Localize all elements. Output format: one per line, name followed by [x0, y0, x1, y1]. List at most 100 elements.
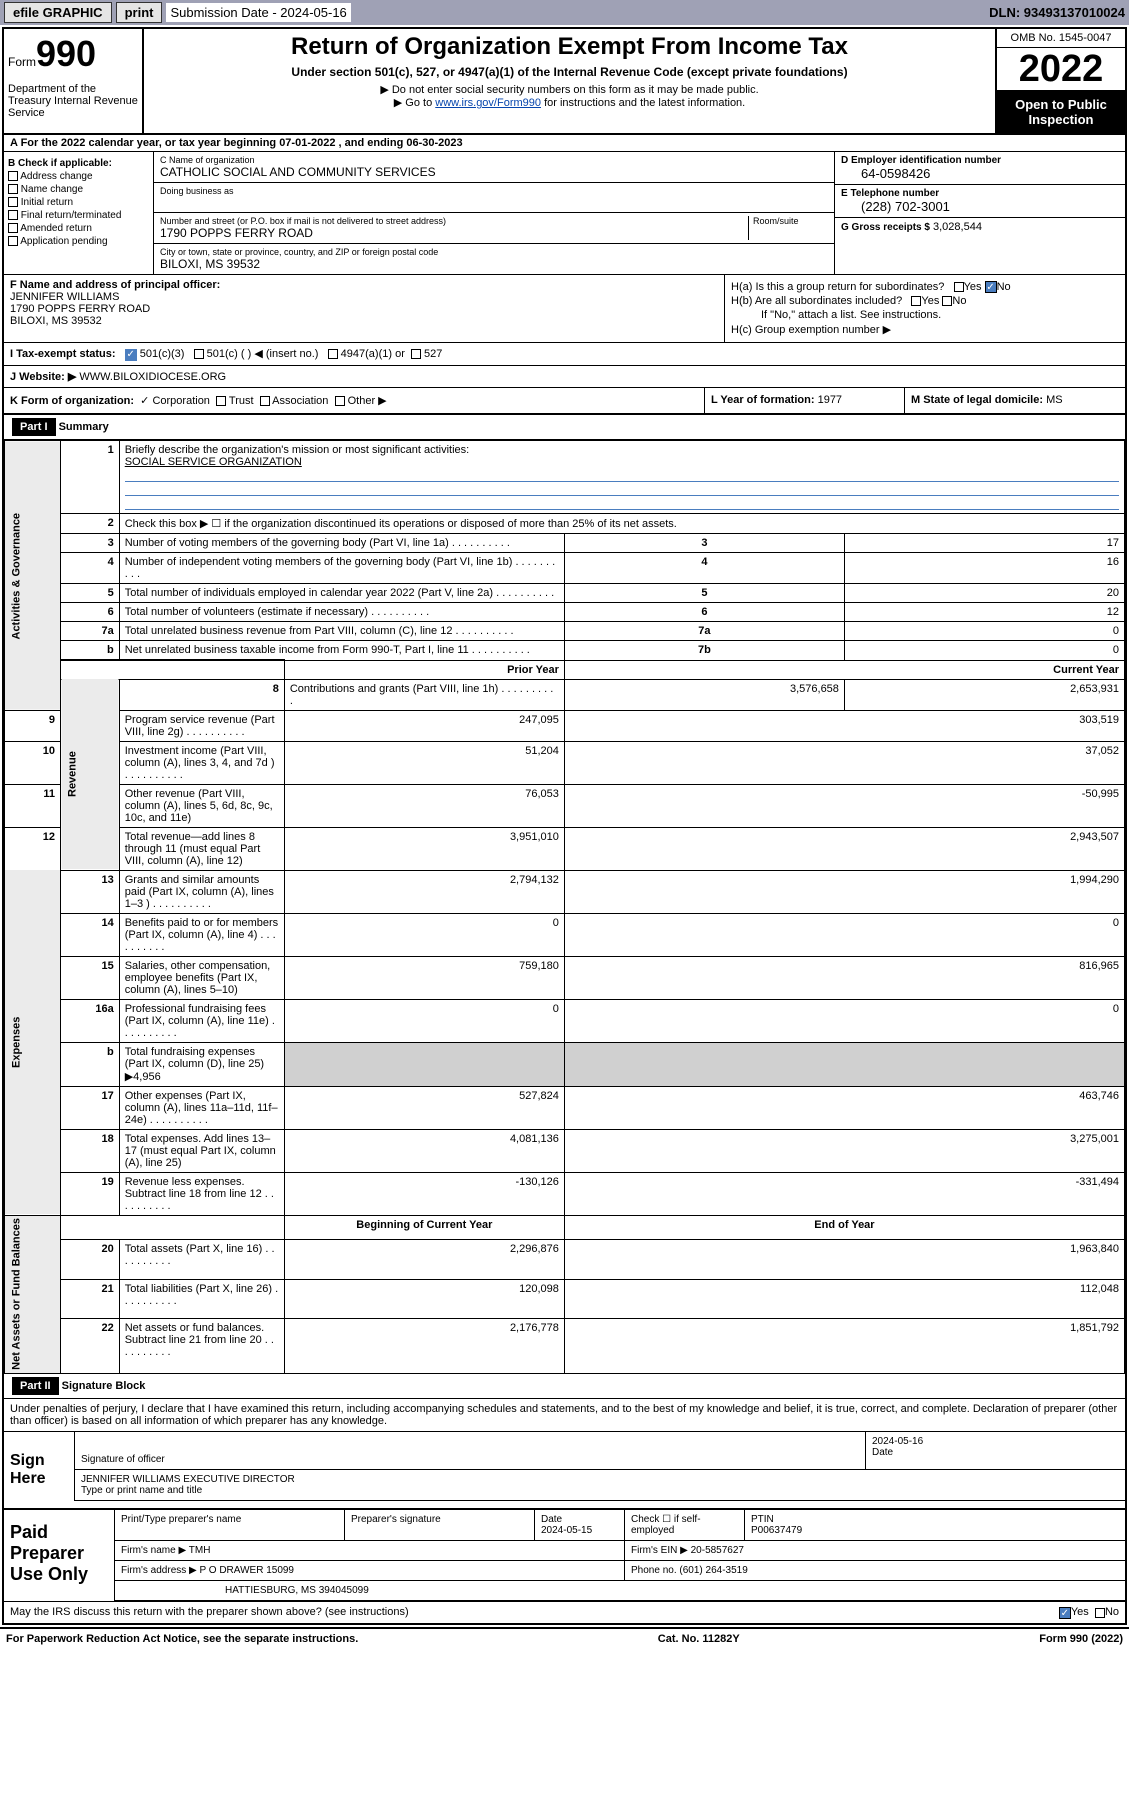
- chk-app-pending[interactable]: Application pending: [8, 236, 149, 247]
- form-footer: Form 990 (2022): [1039, 1633, 1123, 1645]
- hb-row: H(b) Are all subordinates included? Yes …: [731, 295, 1119, 307]
- line2: Check this box ▶ ☐ if the organization d…: [119, 514, 1124, 534]
- firm-addr: P O DRAWER 15099: [200, 1565, 294, 1576]
- phone-label: E Telephone number: [841, 188, 1119, 199]
- sig-date-label: Date: [872, 1447, 1119, 1458]
- ein-label: D Employer identification number: [841, 155, 1119, 166]
- row-i: I Tax-exempt status: ✓ 501(c)(3) 501(c) …: [4, 343, 1125, 366]
- section-a: A For the 2022 calendar year, or tax yea…: [4, 135, 1125, 152]
- line3: Number of voting members of the governin…: [119, 534, 564, 553]
- line7a: Total unrelated business revenue from Pa…: [119, 622, 564, 641]
- line21: Total liabilities (Part X, line 26): [119, 1279, 284, 1319]
- vtab-expenses: Expenses: [5, 870, 61, 1215]
- line16b: Total fundraising expenses (Part IX, col…: [119, 1042, 284, 1086]
- tax-year: 2022: [997, 48, 1125, 90]
- irs-link[interactable]: www.irs.gov/Form990: [435, 97, 541, 109]
- c13: 1,994,290: [564, 870, 1124, 913]
- dept-label: Department of the Treasury Internal Reve…: [8, 83, 138, 119]
- chk-address-change[interactable]: Address change: [8, 171, 149, 182]
- open-public: Open to Public Inspection: [997, 90, 1125, 133]
- line8: Contributions and grants (Part VIII, lin…: [284, 679, 564, 710]
- chk-final-return[interactable]: Final return/terminated: [8, 210, 149, 221]
- sig-date-value: 2024-05-16: [872, 1436, 1119, 1447]
- p14: 0: [284, 913, 564, 956]
- footer: For Paperwork Reduction Act Notice, see …: [0, 1627, 1129, 1649]
- col-c-org: C Name of organization CATHOLIC SOCIAL A…: [154, 152, 835, 274]
- discuss-text: May the IRS discuss this return with the…: [10, 1606, 409, 1618]
- submission-date: Submission Date - 2024-05-16: [166, 3, 350, 22]
- p19: -130,126: [284, 1172, 564, 1215]
- form-header: Form990 Department of the Treasury Inter…: [4, 29, 1125, 135]
- check-icon: ✓: [140, 395, 149, 407]
- val3: 17: [844, 534, 1124, 553]
- officer-print-label: Type or print name and title: [81, 1485, 1119, 1496]
- chk-name-change[interactable]: Name change: [8, 184, 149, 195]
- chk-amended[interactable]: Amended return: [8, 223, 149, 234]
- check-icon: ✓: [1059, 1607, 1071, 1619]
- line9: Program service revenue (Part VIII, line…: [119, 710, 284, 741]
- c20: 1,963,840: [564, 1239, 1124, 1279]
- org-name-label: C Name of organization: [160, 155, 828, 165]
- vtab-governance: Activities & Governance: [5, 441, 61, 711]
- form-number: 990: [36, 33, 96, 74]
- form-title: Return of Organization Exempt From Incom…: [150, 33, 989, 61]
- val7b: 0: [844, 641, 1124, 661]
- line16a: Professional fundraising fees (Part IX, …: [119, 999, 284, 1042]
- street-value: 1790 POPPS FERRY ROAD: [160, 226, 748, 240]
- paid-preparer-label: Paid Preparer Use Only: [4, 1510, 114, 1601]
- c14: 0: [564, 913, 1124, 956]
- chk-initial-return[interactable]: Initial return: [8, 197, 149, 208]
- c8: 2,653,931: [844, 679, 1124, 710]
- dba-label: Doing business as: [160, 186, 828, 196]
- line7b: Net unrelated business taxable income fr…: [119, 641, 564, 661]
- c12: 2,943,507: [564, 827, 1124, 870]
- line20: Total assets (Part X, line 16): [119, 1239, 284, 1279]
- vtab-revenue: Revenue: [61, 679, 120, 870]
- p8: 3,576,658: [564, 679, 844, 710]
- line22: Net assets or fund balances. Subtract li…: [119, 1319, 284, 1374]
- firm-ein: 20-5857627: [691, 1545, 744, 1556]
- p9: 247,095: [284, 710, 564, 741]
- line4: Number of independent voting members of …: [119, 553, 564, 584]
- c11: -50,995: [564, 784, 1124, 827]
- header-mid: Return of Organization Exempt From Incom…: [144, 29, 995, 133]
- prior-year-hdr: Prior Year: [284, 660, 564, 679]
- dln-label: DLN: 93493137010024: [989, 5, 1125, 20]
- line11: Other revenue (Part VIII, column (A), li…: [119, 784, 284, 827]
- top-bar: efile GRAPHIC print Submission Date - 20…: [0, 0, 1129, 25]
- row-j: J Website: ▶ WWW.BILOXIDIOCESE.ORG: [4, 366, 1125, 388]
- line1-label: Briefly describe the organization's miss…: [125, 444, 469, 456]
- note-link: ▶ Go to www.irs.gov/Form990 for instruct…: [150, 96, 989, 109]
- line19: Revenue less expenses. Subtract line 18 …: [119, 1172, 284, 1215]
- website-value: WWW.BILOXIDIOCESE.ORG: [79, 371, 226, 383]
- col-b-checkboxes: B Check if applicable: Address change Na…: [4, 152, 154, 274]
- efile-label: efile GRAPHIC: [4, 2, 112, 23]
- sig-officer-label: Signature of officer: [81, 1454, 859, 1465]
- line13: Grants and similar amounts paid (Part IX…: [119, 870, 284, 913]
- cat-no: Cat. No. 11282Y: [658, 1633, 740, 1645]
- prep-self-emp: Check ☐ if self-employed: [624, 1510, 744, 1540]
- line6: Total number of volunteers (estimate if …: [119, 603, 564, 622]
- city-label: City or town, state or province, country…: [160, 247, 828, 257]
- sign-here-label: Sign Here: [4, 1432, 74, 1508]
- omb-number: OMB No. 1545-0047: [997, 29, 1125, 48]
- prep-date: 2024-05-15: [541, 1525, 592, 1536]
- part2-header: Part II Signature Block: [4, 1374, 1125, 1399]
- line1-value: SOCIAL SERVICE ORGANIZATION: [125, 456, 302, 468]
- top-grid: B Check if applicable: Address change Na…: [4, 152, 1125, 275]
- hc-row: H(c) Group exemption number ▶: [731, 323, 1119, 336]
- form-word: Form: [8, 55, 36, 69]
- officer-addr1: 1790 POPPS FERRY ROAD: [10, 303, 718, 315]
- officer-print-name: JENNIFER WILLIAMS EXECUTIVE DIRECTOR: [81, 1474, 1119, 1485]
- header-right: OMB No. 1545-0047 2022 Open to Public In…: [995, 29, 1125, 133]
- firm-name: TMH: [189, 1545, 211, 1556]
- c21: 112,048: [564, 1279, 1124, 1319]
- print-button[interactable]: print: [116, 2, 163, 23]
- c18: 3,275,001: [564, 1129, 1124, 1172]
- org-name: CATHOLIC SOCIAL AND COMMUNITY SERVICES: [160, 165, 828, 179]
- val5: 20: [844, 584, 1124, 603]
- check-icon: ✓: [985, 281, 997, 293]
- p18: 4,081,136: [284, 1129, 564, 1172]
- c9: 303,519: [564, 710, 1124, 741]
- p16a: 0: [284, 999, 564, 1042]
